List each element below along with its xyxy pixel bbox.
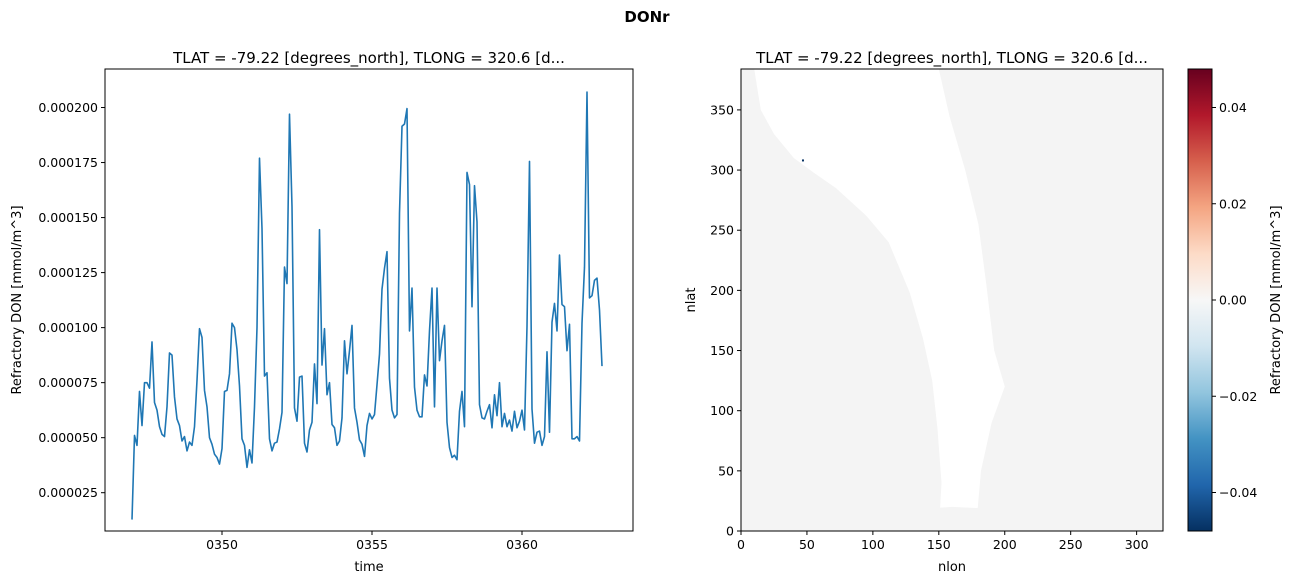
timeseries-plot-area [131,91,603,520]
ocean-field-east [938,69,1163,531]
x-tick-label: 0350 [206,537,238,552]
y-tick-label: 0.000075 [38,375,98,390]
colorbar-tick-label: 0.04 [1219,100,1247,115]
map-x-tick-label: 100 [861,537,885,552]
y-tick-label: 0.000175 [38,155,98,170]
ocean-field-west [741,69,942,531]
marked-cell [801,159,804,162]
timeseries-title: TLAT = -79.22 [degrees_north], TLONG = 3… [172,49,565,68]
colorbar-tick-label: −0.02 [1219,389,1257,404]
map-y-tick-label: 350 [710,102,734,117]
x-tick-label: 0360 [506,537,538,552]
map-title: TLAT = -79.22 [degrees_north], TLONG = 3… [755,49,1148,68]
map-xlabel: nlon [938,560,966,575]
ocean-field-south [741,506,1163,531]
map-x-tick-label: 200 [993,537,1017,552]
figure-suptitle: DONr [624,8,670,26]
map-x-tick-label: 150 [927,537,951,552]
timeseries-xlabel: time [354,560,383,575]
y-tick-label: 0.000050 [38,430,98,445]
map-x-tick-label: 50 [799,537,815,552]
map-plot-area [741,69,1163,531]
map-x-tick-label: 250 [1059,537,1083,552]
map-y-tick-label: 100 [710,403,734,418]
y-tick-label: 0.000025 [38,485,98,500]
timeseries-x-ticks: 0350 0355 0360 [206,531,538,552]
map-y-tick-label: 50 [718,463,734,478]
series-line [131,91,603,520]
colorbar-tick-label: 0.02 [1219,196,1247,211]
x-tick-label: 0355 [356,537,388,552]
map-y-tick-label: 0 [726,524,734,539]
map-y-tick-label: 200 [710,283,734,298]
map-y-tick-label: 150 [710,343,734,358]
y-tick-label: 0.000125 [38,265,98,280]
map-frame [740,68,1164,532]
map-x-tick-label: 0 [737,537,745,552]
map-y-ticks: 0 50 100 150 200 250 300 350 [710,102,741,539]
colorbar-label: Refractory DON [mmol/m^3] [1269,205,1284,394]
map-y-tick-label: 250 [710,223,734,238]
map-ylabel: nlat [684,288,699,313]
map-y-tick-label: 300 [710,163,734,178]
timeseries-y-ticks: 0.000025 0.000050 0.000075 0.000100 0.000125… [38,100,105,500]
colorbar-tick-label: −0.04 [1219,485,1257,500]
y-tick-label: 0.000150 [38,210,98,225]
timeseries-axes: TLAT = -79.22 [degrees_north], TLONG = 3… [10,49,634,575]
map-x-ticks: 0 50 100 150 200 250 300 [737,531,1149,552]
map-x-tick-label: 300 [1125,537,1149,552]
timeseries-ylabel: Refractory DON [mmol/m^3] [10,205,25,394]
colorbar-ticks: −0.04 −0.02 0.00 0.02 0.04 [1212,100,1257,500]
colorbar-gradient [1188,69,1212,531]
timeseries-frame [104,68,634,532]
y-tick-label: 0.000100 [38,320,98,335]
colorbar: −0.04 −0.02 0.00 0.02 0.04 Refractory DON [m… [1187,68,1284,532]
y-tick-label: 0.000200 [38,100,98,115]
map-axes: TLAT = -79.22 [degrees_north], TLONG = 3… [684,49,1164,575]
colorbar-tick-label: 0.00 [1219,293,1247,308]
